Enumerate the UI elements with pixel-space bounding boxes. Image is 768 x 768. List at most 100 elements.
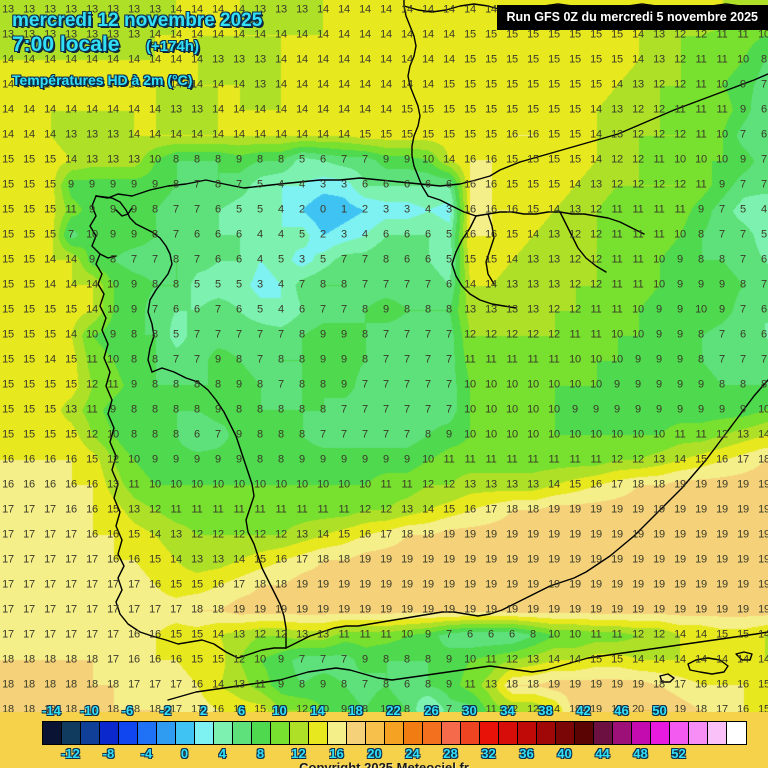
temperature-value: 6 (236, 303, 242, 316)
temperature-value: 9 (677, 303, 683, 316)
temperature-value: 15 (2, 203, 14, 216)
temperature-value: 14 (632, 53, 644, 66)
temperature-value: 10 (716, 128, 728, 141)
temperature-value: 3 (383, 203, 389, 216)
temperature-value: 19 (548, 553, 560, 566)
temperature-value: 6 (509, 628, 515, 641)
temperature-value: 14 (44, 78, 56, 91)
temperature-value: 7 (152, 253, 158, 266)
temperature-value: 12 (632, 178, 644, 191)
temperature-value: 15 (506, 178, 518, 191)
temperature-value: 6 (215, 203, 221, 216)
temperature-value: 11 (65, 203, 77, 216)
temperature-value: 8 (152, 428, 158, 441)
temperature-value: 8 (383, 678, 389, 691)
temperature-value: 17 (86, 628, 98, 641)
temperature-value: 16 (737, 678, 749, 691)
temperature-value: 19 (758, 503, 768, 516)
temperature-value: 18 (653, 678, 665, 691)
temperature-value: 15 (548, 53, 560, 66)
temperature-value: 3 (341, 228, 347, 241)
legend-tick-label: -14 (42, 703, 61, 718)
temperature-value: 14 (233, 103, 245, 116)
temperature-value: 9 (677, 378, 683, 391)
temperature-value: 6 (383, 228, 389, 241)
temperature-map[interactable]: 13 13 13 13 13 13 13 13 14 14 14 14 13 13 13 14 14 14 14 14… (0, 0, 768, 712)
temperature-value: 19 (611, 603, 623, 616)
temperature-value: 18 (86, 653, 98, 666)
temperature-value: 14 (380, 28, 392, 41)
temperature-value: 5 (257, 303, 263, 316)
temperature-value: 18 (401, 528, 413, 541)
temperature-value: 11 (548, 453, 560, 466)
temperature-value: 7 (425, 328, 431, 341)
temperature-value: 6 (194, 303, 200, 316)
temperature-value: 14 (443, 28, 455, 41)
temperature-value: 15 (569, 28, 581, 41)
temperature-value: 10 (695, 153, 707, 166)
temperature-value: 18 (23, 653, 35, 666)
temperature-value: 19 (632, 603, 644, 616)
temperature-value: 15 (548, 78, 560, 91)
temperature-value: 13 (65, 3, 77, 16)
temperature-value: 8 (362, 703, 368, 712)
temperature-value: 12 (590, 203, 602, 216)
legend-swatch (62, 722, 81, 744)
temperature-value: 15 (590, 78, 602, 91)
temperature-value: 8 (194, 378, 200, 391)
legend-tick-label: 22 (386, 703, 401, 718)
temperature-value: 7 (740, 228, 746, 241)
temperature-value: 13 (485, 478, 497, 491)
legend-swatch (518, 722, 537, 744)
temperature-value: 15 (443, 103, 455, 116)
temperature-value: 19 (401, 578, 413, 591)
temperature-value: 17 (149, 603, 161, 616)
temperature-value: 19 (485, 578, 497, 591)
temperature-value: 7 (404, 403, 410, 416)
temperature-value: 18 (23, 703, 35, 712)
temperature-value: 8 (257, 453, 263, 466)
temperature-value: 7 (719, 328, 725, 341)
temperature-value: 11 (275, 503, 287, 516)
temperature-value: 19 (569, 553, 581, 566)
legend-tick-label: 2 (199, 703, 208, 718)
temperature-value: 17 (44, 628, 56, 641)
temperature-value: 13 (149, 3, 161, 16)
temperature-value: 7 (131, 253, 137, 266)
temperature-value: 8 (278, 153, 284, 166)
temperature-value: 7 (383, 428, 389, 441)
temperature-value: 13 (86, 128, 98, 141)
temperature-value: 18 (128, 703, 140, 712)
temperature-value: 14 (296, 78, 308, 91)
temperature-value: 9 (719, 178, 725, 191)
temperature-value: 9 (740, 78, 746, 91)
temperature-value: 14 (380, 53, 392, 66)
temperature-value: 15 (443, 128, 455, 141)
temperature-value: 19 (590, 703, 602, 712)
temperature-value: 15 (23, 203, 35, 216)
temperature-value: 15 (2, 253, 14, 266)
temperature-value: 15 (569, 53, 581, 66)
temperature-value: 19 (464, 528, 476, 541)
temperature-value: 17 (170, 703, 182, 712)
temperature-value: 15 (569, 478, 581, 491)
legend-swatch (290, 722, 309, 744)
color-scale-bar[interactable] (42, 721, 747, 745)
color-scale-legend[interactable]: Copyright 2025 Meteociel.fr -14 -10 -6 -2 2 6… (0, 703, 768, 768)
temperature-value: 14 (44, 128, 56, 141)
temperature-value: 8 (215, 378, 221, 391)
temperature-value: 9 (404, 153, 410, 166)
temperature-value: 11 (527, 453, 539, 466)
temperature-value: 15 (611, 653, 623, 666)
legend-tick-label: 44 (595, 746, 610, 761)
legend-swatch (366, 722, 385, 744)
legend-tick-label: 14 (310, 703, 325, 718)
temperature-value: 14 (695, 628, 707, 641)
temperature-value: 9 (614, 403, 620, 416)
temperature-value: 9 (89, 253, 95, 266)
temperature-value: 5 (194, 278, 200, 291)
temperature-value: 19 (758, 528, 768, 541)
temperature-value: 14 (590, 153, 602, 166)
temperature-value: 13 (44, 28, 56, 41)
temperature-value: 14 (65, 153, 77, 166)
